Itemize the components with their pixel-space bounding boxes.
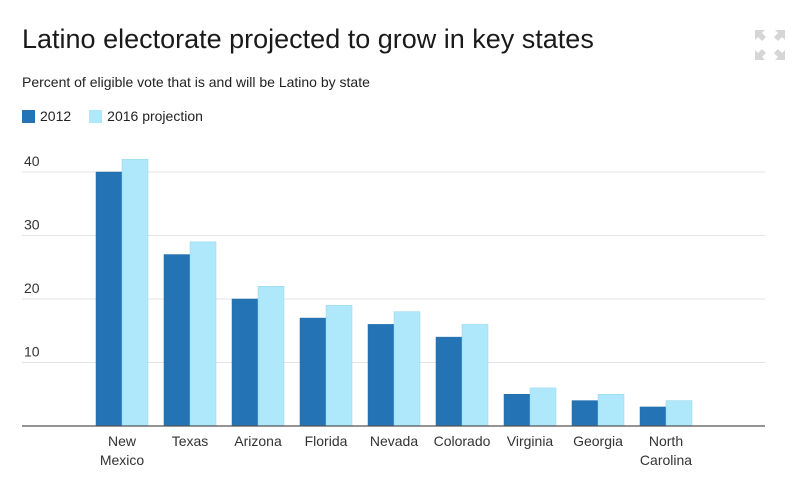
chart-title: Latino electorate projected to grow in k…	[22, 24, 594, 54]
legend: 2012 2016 projection	[22, 108, 221, 124]
legend-swatch-2016	[89, 109, 103, 123]
x-category-label-line: Texas	[172, 433, 209, 449]
bar-2016	[257, 286, 285, 427]
x-category-label: Texas	[172, 433, 209, 449]
x-category-label-line: Florida	[305, 433, 348, 449]
x-category-label-line: Mexico	[100, 452, 145, 468]
y-tick-label: 20	[24, 280, 40, 296]
legend-item-2016: 2016 projection	[89, 108, 203, 124]
bar-2016	[461, 324, 489, 427]
x-category-label-line: New	[108, 433, 137, 449]
chart-subtitle: Percent of eligible vote that is and wil…	[22, 74, 370, 90]
x-category-label: Colorado	[434, 433, 491, 449]
x-category-label-line: Nevada	[370, 433, 418, 449]
x-category-label: Georgia	[573, 433, 623, 449]
bar-2016	[325, 305, 353, 427]
bar-2012	[299, 317, 327, 427]
bar-2016	[121, 159, 149, 427]
x-category-label: Florida	[305, 433, 348, 449]
x-category-label-line: Virginia	[507, 433, 554, 449]
x-category-label-line: Colorado	[434, 433, 491, 449]
bar-2012	[163, 254, 191, 427]
legend-item-2012: 2012	[22, 108, 71, 124]
legend-label-2016: 2016 projection	[107, 108, 203, 124]
x-category-label-line: North	[649, 433, 683, 449]
bar-2012	[571, 400, 599, 427]
x-category-label: Arizona	[234, 433, 282, 449]
bar-2016	[393, 311, 421, 427]
x-category-label-line: Arizona	[234, 433, 282, 449]
x-category-label-line: Carolina	[640, 452, 692, 468]
x-category-label: Nevada	[370, 433, 418, 449]
expand-arrows-icon[interactable]	[753, 28, 787, 62]
bar-2016	[665, 400, 693, 427]
bar-2012	[503, 394, 531, 427]
bar-2012	[435, 336, 463, 427]
y-tick-label: 30	[24, 217, 40, 233]
bar-2012	[639, 406, 667, 427]
legend-label-2012: 2012	[40, 108, 72, 124]
bar-2012	[95, 171, 123, 427]
x-category-label: North Carolina	[640, 433, 692, 468]
bar-2012	[231, 298, 259, 427]
x-category-label: Virginia	[507, 433, 554, 449]
y-tick-label: 10	[24, 344, 40, 360]
x-category-label-line: Georgia	[573, 433, 623, 449]
bar-2012	[367, 324, 395, 427]
y-tick-label: 40	[24, 153, 40, 169]
legend-swatch-2012	[22, 109, 35, 123]
bar-2016	[189, 241, 217, 427]
x-category-label: New Mexico	[100, 433, 145, 468]
bar-2016	[529, 387, 557, 427]
bar-2016	[597, 394, 625, 427]
